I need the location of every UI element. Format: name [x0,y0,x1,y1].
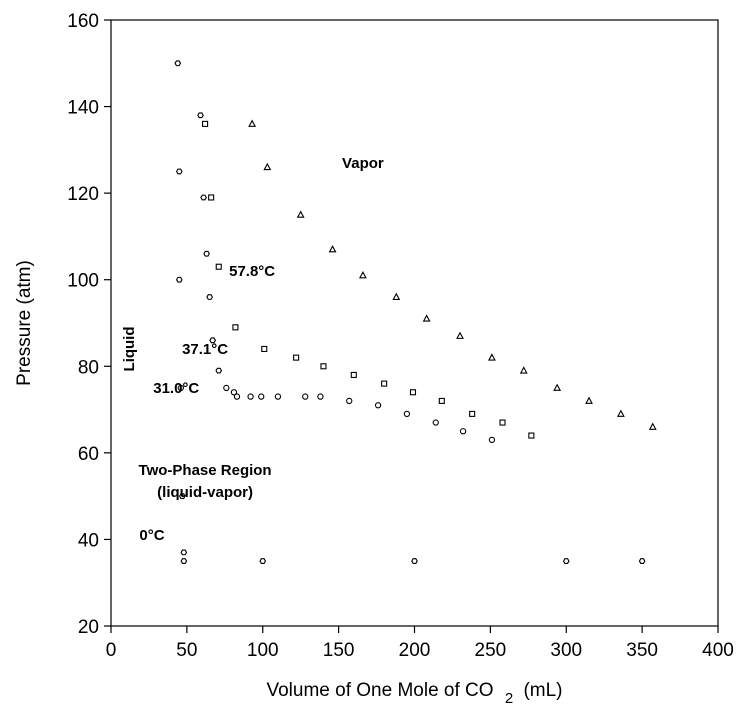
annotations: Vapor 57.8°C 37.1°C 31.0°C Two-Phase Region (… [121,155,384,544]
data-point-hexagon [180,549,188,556]
data-point-circle [317,393,324,400]
data-point-circle [274,393,282,400]
plot-frame [110,19,719,627]
y-tick-label: 120 [67,184,99,205]
data-point-hexagon [206,294,213,300]
data-point-hexagon [178,493,186,500]
data-point-square [320,363,327,370]
annotation-label: 37.1°C [182,341,228,358]
x-axis-label-main: Volume of One Mole of CO [266,680,493,701]
data-point-circle [374,402,382,409]
x-axis-label-subscript: 2 [505,690,513,707]
data-point-triangle [585,396,593,404]
data-point-circle [488,436,496,444]
data-point-square [469,410,476,417]
data-point-hexagon [203,250,210,257]
data-point-circle [247,393,254,400]
data-point-square [409,389,417,396]
data-point-triangle [648,422,657,430]
data-point-circle [258,393,265,400]
data-point-square [208,194,215,201]
data-point-circle [177,384,184,392]
data-point-circle [230,389,238,396]
x-tick-label: 250 [475,640,507,661]
data-point-square [381,380,388,387]
data-point-circle [302,393,309,400]
x-tick-label: 200 [399,640,431,661]
data-point-triangle [248,119,257,127]
data-point-circle [432,419,439,426]
annotation-label: 31.0°C [153,380,199,397]
data-point-circle [233,393,241,400]
data-point-triangle [392,292,401,300]
data-point-hexagon [209,337,217,344]
data-point-triangle [553,383,562,391]
data-point-hexagon [562,558,570,564]
data-points [174,60,657,564]
y-tick-label: 80 [78,357,99,378]
data-point-triangle [487,353,496,361]
data-point-circle [223,384,230,392]
data-point-circle [403,410,411,418]
y-tick-label: 160 [67,11,99,32]
data-point-hexagon [638,558,646,564]
annotation-label: Vapor [342,155,384,172]
data-point-triangle [296,210,305,218]
data-point-square [438,397,445,404]
data-point-triangle [328,245,337,253]
data-point-hexagon [175,168,183,175]
x-tick-label: 50 [176,640,197,661]
data-point-square [261,345,268,353]
data-point-square [232,324,239,331]
data-point-hexagon [174,60,182,67]
annotation-label: (liquid-vapor) [157,484,253,501]
data-point-square [215,263,222,270]
data-point-square [528,432,535,439]
y-tick-label: 20 [78,617,99,638]
annotation-label: 57.8°C [229,263,275,280]
data-point-hexagon [259,558,267,564]
data-point-triangle [358,271,367,279]
y-tick-label: 140 [67,98,99,119]
axes: 20 40 60 80 100 120 140 160 0 50 100 150 200 250 300 35… [67,11,734,661]
data-point-circle [346,397,353,405]
data-point-triangle [456,331,464,339]
data-point-hexagon [197,112,204,119]
data-point-square [499,419,506,426]
data-point-hexagon [215,367,223,374]
x-tick-label: 100 [247,640,279,661]
data-point-hexagon [411,558,418,564]
x-axis-label-suffix: (mL) [523,680,562,701]
data-point-square [293,354,300,361]
y-axis-label: Pressure (atm) [14,260,35,386]
data-point-hexagon [175,276,183,283]
data-point-triangle [422,314,431,322]
y-tick-label: 60 [78,444,99,465]
data-point-circle [459,428,467,435]
annotation-label: Liquid [121,326,138,371]
data-point-hexagon [180,558,188,564]
x-tick-label: 350 [626,640,658,661]
annotation-label: 0°C [139,527,164,544]
x-tick-label: 400 [702,640,734,661]
data-point-hexagon [200,194,207,201]
x-axis-label: Volume of One Mole of CO 2 (mL) [266,680,562,708]
x-tick-label: 300 [550,640,582,661]
data-point-triangle [616,409,625,417]
data-point-triangle [519,366,528,374]
x-tick-label: 0 [106,640,117,661]
data-point-square [202,120,209,127]
y-tick-label: 40 [78,530,99,551]
data-point-triangle [263,162,272,171]
data-point-square [350,371,357,378]
annotation-label: Two-Phase Region [139,462,272,479]
x-tick-label: 150 [323,640,355,661]
y-tick-label: 100 [67,271,99,292]
